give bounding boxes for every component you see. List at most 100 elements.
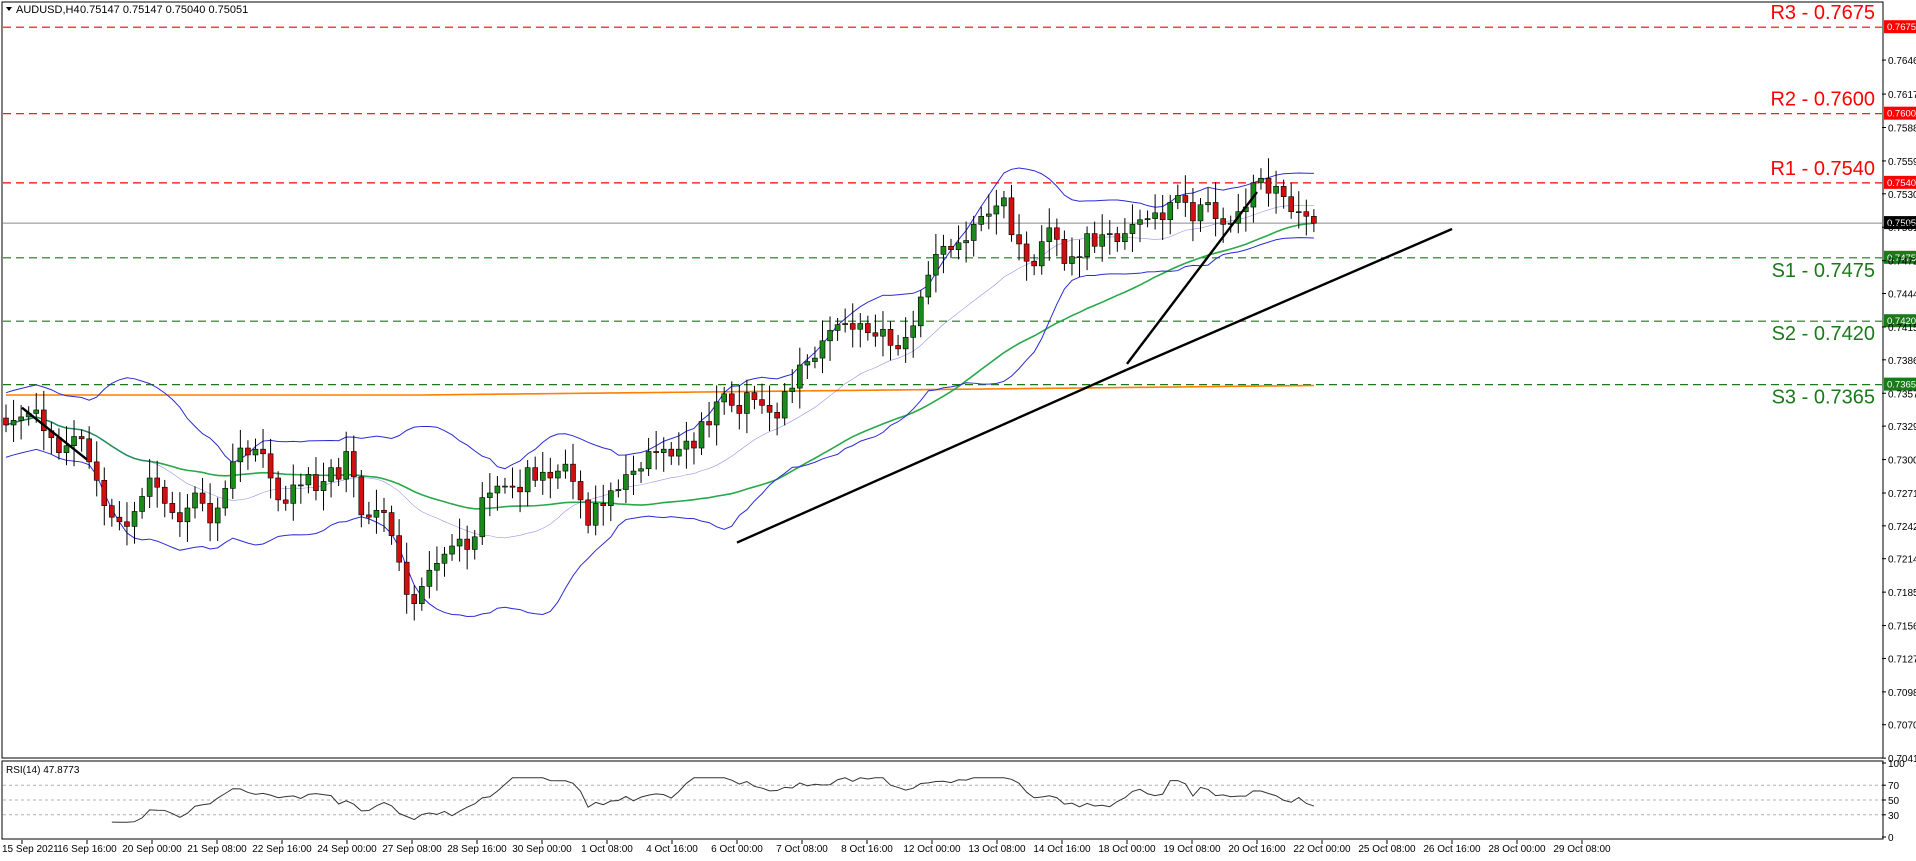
bear-candle-body	[350, 451, 357, 478]
candle	[381, 497, 387, 533]
dropdown-triangle-icon[interactable]	[6, 7, 12, 11]
bull-candle-body	[819, 340, 826, 359]
trendline-3[interactable]	[1126, 191, 1258, 365]
bear-candle-body	[260, 448, 266, 455]
candle	[849, 303, 856, 348]
y-tick-label: 0.70410	[1888, 754, 1916, 765]
bear-candle-body	[547, 471, 554, 479]
bull-candle-body	[471, 536, 478, 550]
bear-candle-body	[199, 492, 206, 504]
candle	[411, 585, 418, 621]
bull-candle-body	[676, 448, 682, 457]
candle	[638, 462, 644, 484]
bull-candle-body	[1258, 177, 1264, 184]
bear-candle-body	[396, 535, 402, 563]
candle	[252, 438, 259, 462]
trendline-2[interactable]	[736, 368, 1128, 544]
x-tick-label: 1 Oct 08:00	[581, 844, 633, 855]
level-label-s1: S1 - 0.7475	[1772, 260, 1875, 282]
bear-candle-body	[759, 399, 765, 406]
candle	[789, 369, 796, 404]
trendline-4[interactable]	[1126, 227, 1453, 371]
y-tick-label: 0.71275	[1888, 654, 1916, 665]
bull-candle-body	[1167, 202, 1174, 221]
candle	[222, 480, 229, 516]
bull-candle-body	[698, 421, 705, 449]
candle	[1016, 214, 1022, 261]
bull-candle-body	[902, 337, 909, 350]
bear-candle-body	[1023, 243, 1030, 262]
bull-candle-body	[456, 538, 463, 547]
candles	[3, 158, 1317, 621]
candle	[1076, 239, 1083, 278]
candle	[214, 497, 221, 542]
bear-candle-body	[849, 323, 856, 330]
bull-candle-body	[146, 477, 153, 497]
ohlc-label: 0.75147 0.75147 0.75040 0.75051	[80, 4, 248, 16]
trendline-1[interactable]	[21, 406, 88, 461]
bull-candle-body	[214, 507, 221, 524]
candle	[1273, 170, 1279, 214]
candle	[1311, 209, 1317, 233]
bear-candle-body	[509, 485, 516, 488]
bear-candle-body	[1031, 260, 1037, 267]
candle	[1069, 237, 1075, 276]
trendlines[interactable]	[21, 191, 1453, 544]
x-tick-label: 19 Oct 08:00	[1163, 844, 1221, 855]
bear-candle-body	[1114, 233, 1121, 242]
candle	[298, 473, 304, 504]
bear-candle-body	[282, 499, 289, 504]
chart-header: AUDUSD,H4 0.75147 0.75147 0.75040 0.7505…	[6, 4, 248, 16]
candle	[418, 577, 425, 611]
candle	[305, 467, 312, 494]
x-tick-label: 4 Oct 16:00	[646, 844, 698, 855]
candle	[1144, 210, 1151, 228]
candle	[842, 308, 848, 333]
bear-candle-body	[728, 393, 735, 406]
candle	[691, 432, 697, 465]
bear-candle-body	[116, 516, 123, 523]
candle	[230, 443, 236, 499]
bull-candle-body	[985, 213, 992, 217]
bear-candle-body	[464, 538, 470, 550]
candle	[161, 479, 168, 518]
bull-candle-body	[237, 447, 244, 463]
candle	[1008, 184, 1015, 242]
bear-candle-body	[161, 486, 168, 504]
bull-candle-body	[426, 569, 433, 587]
bear-candle-body	[887, 328, 894, 346]
bull-candle-body	[192, 492, 198, 509]
candle	[1054, 218, 1060, 257]
bull-candle-body	[373, 509, 380, 518]
bear-candle-body	[1303, 211, 1310, 217]
ma-200-line	[6, 384, 1314, 396]
candle	[1197, 198, 1204, 232]
bull-candle-body	[978, 215, 985, 225]
bear-candle-body	[668, 448, 675, 457]
candle	[577, 470, 584, 519]
candle	[1091, 221, 1098, 254]
price-tag	[1884, 377, 1916, 391]
candle	[335, 457, 342, 486]
bear-candle-body	[411, 594, 418, 604]
candle	[1280, 179, 1287, 209]
x-tick-label: 12 Oct 00:00	[903, 844, 961, 855]
candle	[539, 451, 546, 495]
bear-candle-body	[948, 245, 954, 251]
candle	[207, 483, 213, 542]
candle	[668, 442, 675, 465]
bull-candle-body	[1046, 227, 1053, 242]
candle	[812, 346, 818, 369]
bull-candle-body	[449, 545, 455, 555]
candle	[895, 334, 901, 356]
bull-candle-body	[343, 451, 350, 480]
